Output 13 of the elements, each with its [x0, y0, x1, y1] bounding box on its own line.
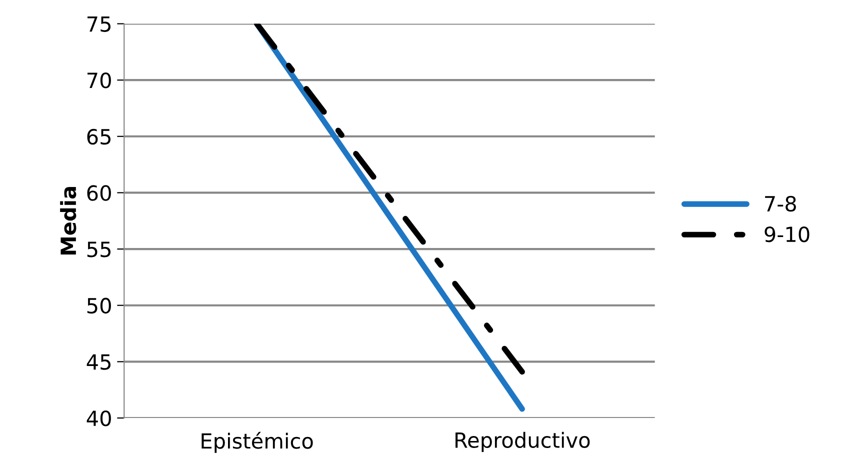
y-tick-label: 40 [86, 410, 111, 426]
legend-label: 9-10 [764, 226, 810, 242]
y-tick-label: 70 [88, 72, 111, 88]
legend-label: 7-8 [765, 196, 796, 212]
y-tick-label: 55 [87, 242, 110, 258]
y-tick-label: 50 [87, 298, 111, 314]
x-tick-label: Reproductivo [456, 432, 590, 452]
y-axis-title: Media [60, 187, 76, 254]
y-tick-label: 65 [87, 128, 110, 145]
y-tick-label: 45 [86, 354, 110, 370]
y-tick-label: 75 [88, 16, 110, 32]
x-tick-label: Epistémico [202, 432, 313, 453]
y-tick-label: 60 [87, 185, 111, 201]
